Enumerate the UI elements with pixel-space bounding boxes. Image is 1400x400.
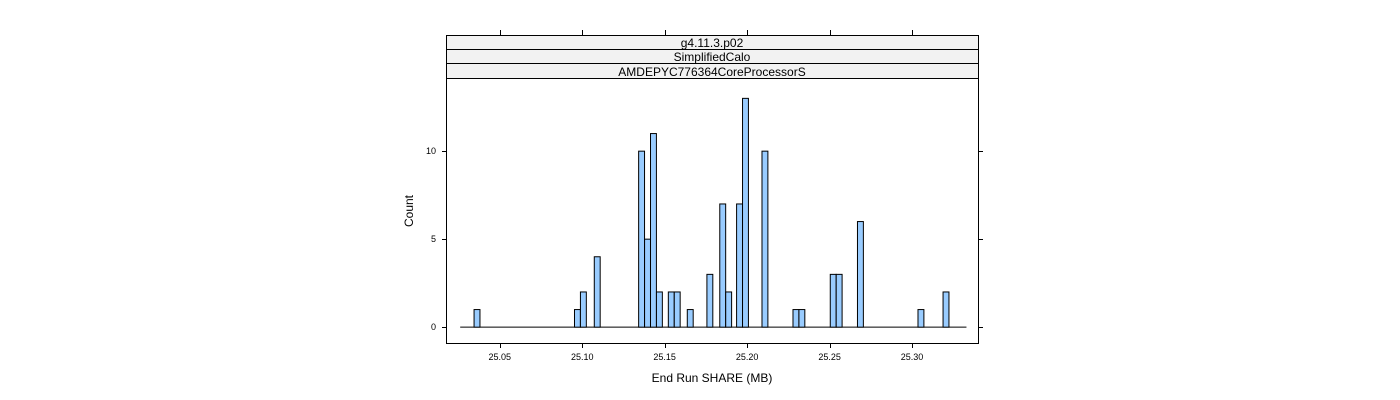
- histogram-bar: [856, 221, 864, 328]
- histogram-bar: [673, 291, 681, 328]
- x-axis-title: End Run SHARE (MB): [652, 371, 773, 385]
- histogram-bar: [644, 238, 651, 328]
- axis-tick-labels: 25.05 25.10 25.15 25.20 25.25 25.30 0 5 10: [426, 146, 923, 362]
- x-tick-label: 25.20: [736, 352, 759, 362]
- histogram-bar: [686, 309, 694, 328]
- histogram-bar: [942, 291, 950, 328]
- strip-label-processor: AMDEPYC776364CoreProcessorS: [618, 65, 805, 79]
- histogram-bar: [593, 256, 601, 328]
- histogram-bar: [473, 309, 481, 328]
- histogram-bar: [742, 97, 749, 328]
- histogram-bar: [761, 150, 769, 328]
- histogram-bar: [736, 203, 743, 328]
- strip-label-version: g4.11.3.p02: [681, 36, 744, 50]
- x-tick-label: 25.15: [653, 352, 676, 362]
- y-tick-label: 10: [426, 146, 436, 156]
- histogram-bars: [460, 97, 967, 328]
- histogram-bar: [667, 291, 675, 328]
- histogram-bar: [719, 203, 727, 328]
- x-tick-label: 25.25: [818, 352, 841, 362]
- histogram-bar: [798, 309, 806, 328]
- y-axis-title: Count: [402, 194, 416, 227]
- axis-ticks: [442, 30, 983, 348]
- x-tick-label: 25.05: [489, 352, 512, 362]
- histogram-bar: [829, 273, 837, 328]
- histogram-bar: [638, 150, 646, 328]
- histogram-bar: [573, 309, 581, 328]
- strip-headers: g4.11.3.p02 SimplifiedCalo AMDEPYC776364…: [446, 35, 979, 79]
- histogram-bar: [655, 291, 663, 328]
- x-tick-label: 25.10: [571, 352, 594, 362]
- histogram-bar: [706, 273, 714, 328]
- strip-label-benchmark: SimplifiedCalo: [674, 50, 751, 64]
- x-tick-label: 25.30: [901, 352, 924, 362]
- histogram-bar: [725, 291, 733, 328]
- plot-frame: [446, 78, 979, 344]
- histogram-bar: [917, 309, 925, 328]
- y-tick-label: 0: [431, 322, 436, 332]
- histogram-bar: [579, 291, 587, 328]
- y-tick-label: 5: [431, 234, 436, 244]
- histogram-bar: [835, 273, 843, 328]
- histogram-bar: [792, 309, 800, 328]
- histogram-bar: [650, 133, 657, 328]
